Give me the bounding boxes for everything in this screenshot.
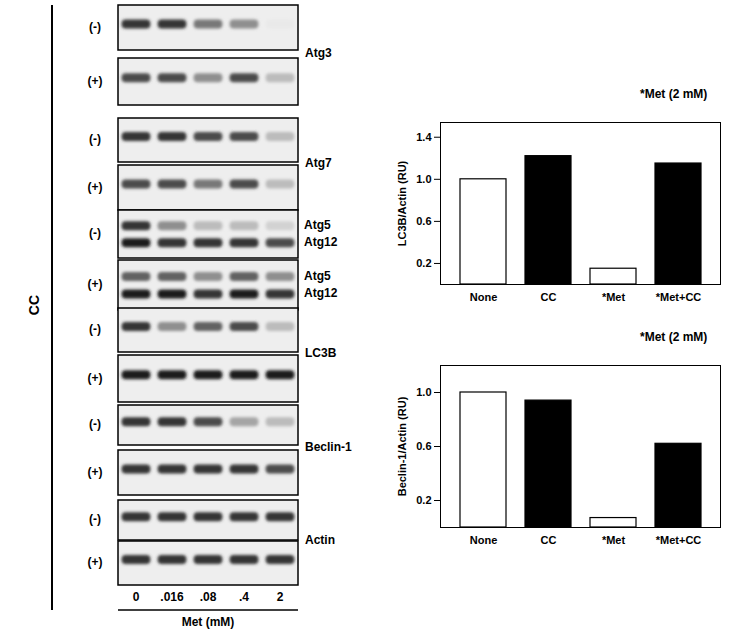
svg-text:CC: CC <box>541 534 557 546</box>
svg-text:Beclin-1/Actin (RU): Beclin-1/Actin (RU) <box>396 396 408 496</box>
svg-text:(+): (+) <box>88 465 103 479</box>
svg-text:Atg12: Atg12 <box>304 286 338 300</box>
svg-text:(+): (+) <box>88 180 103 194</box>
html-text:*Met (2 mM): *Met (2 mM) <box>640 330 708 344</box>
svg-text:(-): (-) <box>89 226 101 240</box>
svg-text:0.6: 0.6 <box>416 215 431 227</box>
svg-text:Atg3: Atg3 <box>305 46 332 60</box>
svg-text:*Met: *Met <box>602 291 626 303</box>
svg-text:Actin: Actin <box>305 533 335 547</box>
svg-text:(-): (-) <box>89 417 101 431</box>
svg-text:LC3B: LC3B <box>305 346 337 360</box>
svg-text:0.2: 0.2 <box>416 494 431 506</box>
svg-text:Atg12: Atg12 <box>304 235 338 249</box>
svg-text:None: None <box>470 291 498 303</box>
svg-text:(-): (-) <box>89 20 101 34</box>
svg-text:.4: .4 <box>239 590 249 604</box>
svg-text:1.4: 1.4 <box>416 131 432 143</box>
svg-text:Met (mM): Met (mM) <box>182 615 235 629</box>
svg-text:*Met: *Met <box>602 534 626 546</box>
svg-text:.08: .08 <box>200 590 217 604</box>
svg-text:(-): (-) <box>89 322 101 336</box>
svg-text:CC: CC <box>26 295 42 315</box>
svg-text:0.2: 0.2 <box>416 257 431 269</box>
svg-text:2: 2 <box>277 590 284 604</box>
svg-text:.016: .016 <box>160 590 184 604</box>
svg-text:0.6: 0.6 <box>416 440 431 452</box>
svg-text:(+): (+) <box>88 74 103 88</box>
svg-text:(+): (+) <box>88 277 103 291</box>
svg-text:Atg7: Atg7 <box>305 156 332 170</box>
svg-text:CC: CC <box>541 291 557 303</box>
svg-text:Atg5: Atg5 <box>304 218 331 232</box>
svg-text:(-): (-) <box>89 132 101 146</box>
html-text:*Met (2 mM): *Met (2 mM) <box>640 87 708 101</box>
svg-text:Beclin-1: Beclin-1 <box>305 440 352 454</box>
svg-text:Atg5: Atg5 <box>304 269 331 283</box>
svg-text:None: None <box>470 534 498 546</box>
svg-text:1.0: 1.0 <box>416 386 431 398</box>
svg-text:(+): (+) <box>88 555 103 569</box>
svg-text:(+): (+) <box>88 371 103 385</box>
svg-text:*Met+CC: *Met+CC <box>656 291 702 303</box>
svg-text:LC3B/Actin (RU): LC3B/Actin (RU) <box>396 160 408 246</box>
svg-text:0: 0 <box>133 590 140 604</box>
svg-text:1.0: 1.0 <box>416 173 431 185</box>
svg-text:(-): (-) <box>89 512 101 526</box>
svg-text:*Met+CC: *Met+CC <box>656 534 702 546</box>
